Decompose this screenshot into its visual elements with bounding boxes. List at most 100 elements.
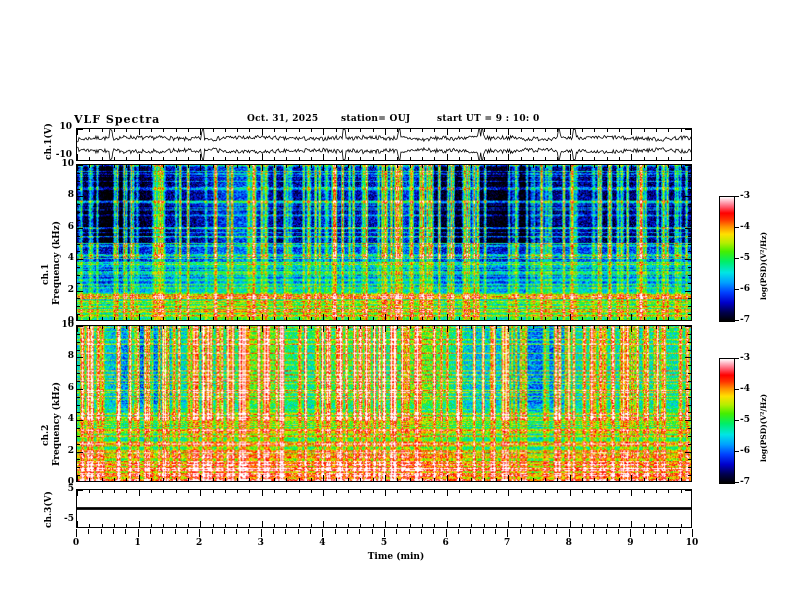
- ch2-colorbar-tick-label-neg7: -7: [740, 477, 750, 487]
- x-axis-tick: [137, 529, 139, 537]
- x-axis-tick: [618, 529, 620, 534]
- ch2-colorbar: [719, 358, 735, 484]
- ch2-spec-ytick-10: 10: [61, 320, 74, 330]
- x-axis-tick: [556, 529, 558, 534]
- ch3-waveform-axis-title: ch.3(V): [44, 491, 54, 528]
- ch2-colorbar-tick: [734, 451, 739, 452]
- ch2-spec-ytick-0: 0: [67, 477, 74, 487]
- ch2-spectrogram-axis-title-line2: Frequency (kHz): [52, 381, 62, 466]
- x-axis-tick: [384, 529, 385, 537]
- x-axis-tick: [297, 529, 299, 534]
- ch1-spec-ytick-6: 6: [67, 221, 74, 232]
- start-ut-label: start UT = 9 : 10: 0: [437, 114, 540, 124]
- ch2-colorbar-tick: [734, 420, 739, 421]
- ch1-spectrogram-panel: [76, 164, 692, 321]
- x-axis-tick: [236, 529, 238, 534]
- x-axis-tick: [248, 529, 250, 534]
- ch3-wave-ytick-5: 5: [67, 484, 74, 494]
- x-axis-tick: [100, 529, 102, 534]
- x-axis-tick: [494, 529, 496, 534]
- ch2-spec-ytick-2: 2: [67, 445, 74, 456]
- ch1-colorbar: [719, 196, 735, 322]
- x-axis-tick-label-2: 2: [196, 538, 203, 548]
- x-axis-tick-label-5: 5: [380, 538, 388, 548]
- observation-date: Oct. 31, 2025: [247, 114, 319, 124]
- ch1-colorbar-tick-label-neg3: -3: [740, 191, 750, 201]
- ch1-colorbar-tick-label-neg4: -4: [740, 222, 750, 232]
- x-axis-tick: [273, 529, 275, 534]
- x-axis-tick-label-4: 4: [319, 538, 326, 548]
- x-axis-tick: [112, 529, 114, 534]
- ch1-spec-ytick-8: 8: [67, 190, 74, 201]
- x-axis-tick: [445, 529, 447, 537]
- ch2-spec-ytick-6: 6: [67, 382, 74, 393]
- x-axis-tick: [692, 529, 693, 537]
- ch3-wave-ytick-neg5: -5: [64, 514, 74, 524]
- x-axis-tick-label-3: 3: [257, 538, 264, 548]
- ch3-waveform-panel: [76, 489, 692, 528]
- x-axis-tick: [630, 529, 632, 537]
- ch1-colorbar-tick: [734, 258, 739, 259]
- x-axis-tick: [507, 529, 509, 537]
- ch1-wave-ytick-neg10: -10: [55, 150, 72, 160]
- x-axis-tick: [593, 529, 595, 534]
- ch1-spec-ytick-2: 2: [67, 284, 74, 295]
- x-axis-tick: [310, 529, 312, 534]
- ch1-waveform-panel: [76, 128, 692, 161]
- plot-title: VLF Spectra: [74, 113, 161, 126]
- ch1-spectrogram-image: [77, 165, 691, 320]
- ch2-colorbar-tick-label-neg6: -6: [740, 446, 750, 456]
- x-axis-tick: [408, 529, 410, 534]
- x-axis-title: Time (min): [367, 552, 425, 562]
- ch3-waveform-trace: [77, 507, 691, 510]
- ch2-spec-ytick-8: 8: [67, 351, 74, 362]
- x-axis-tick: [359, 529, 361, 534]
- ch2-colorbar-tick-label-neg3: -3: [740, 353, 750, 363]
- x-axis-tick: [420, 529, 422, 534]
- ch1-waveform-trace: [77, 129, 691, 160]
- ch1-spectrogram-axis-title-line1: ch.1: [41, 263, 51, 285]
- x-axis-tick: [125, 529, 127, 534]
- ch1-colorbar-tick-label-neg7: -7: [740, 315, 750, 325]
- x-axis-tick: [347, 529, 349, 534]
- x-axis-tick: [334, 529, 336, 534]
- x-axis-tick-label-9: 9: [627, 538, 634, 548]
- x-axis-tick: [322, 529, 324, 537]
- x-axis-tick: [470, 529, 472, 534]
- x-axis-tick: [149, 529, 151, 534]
- x-axis-tick: [88, 529, 90, 534]
- ch1-spec-ytick-0: 0: [67, 316, 74, 326]
- x-axis-tick: [568, 529, 570, 537]
- x-axis-tick: [371, 529, 373, 534]
- x-axis-tick-label-8: 8: [565, 538, 572, 548]
- ch1-spec-ytick-10: 10: [61, 159, 74, 169]
- x-axis-tick: [605, 529, 607, 534]
- ch2-spectrogram-image: [77, 326, 691, 481]
- ch1-colorbar-tick: [734, 227, 739, 228]
- ch1-colorbar-tick: [734, 196, 739, 197]
- x-axis-tick-label-6: 6: [442, 538, 449, 548]
- x-axis-tick: [679, 529, 681, 534]
- ch2-colorbar-tick-label-neg4: -4: [740, 384, 750, 394]
- x-axis-tick: [519, 529, 521, 534]
- ch2-spec-ytick-4: 4: [67, 414, 74, 425]
- ch2-colorbar-tick: [734, 482, 739, 483]
- x-axis-tick-label-1: 1: [134, 538, 141, 548]
- ch1-waveform-axis-title: ch.1(V): [44, 123, 54, 160]
- ch1-colorbar-tick: [734, 320, 739, 321]
- x-axis-tick: [199, 529, 201, 537]
- x-axis-tick: [211, 529, 213, 534]
- ch1-spec-ytick-4: 4: [67, 253, 74, 264]
- x-axis-tick: [457, 529, 459, 534]
- x-axis-tick: [482, 529, 484, 534]
- x-axis-tick: [531, 529, 533, 534]
- x-axis-tick: [260, 529, 262, 537]
- ch1-colorbar-tick-label-neg5: -5: [740, 253, 750, 263]
- x-axis-tick: [76, 529, 77, 537]
- x-axis-tick: [396, 529, 398, 534]
- x-axis-tick: [174, 529, 176, 534]
- ch2-spectrogram-axis-title-line1: ch.2: [41, 424, 51, 446]
- ch2-colorbar-title: log(PSD)(V²/Hz): [759, 394, 768, 463]
- x-axis-tick-label-7: 7: [504, 538, 511, 548]
